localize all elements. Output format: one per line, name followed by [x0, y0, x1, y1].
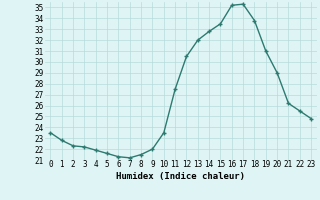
X-axis label: Humidex (Indice chaleur): Humidex (Indice chaleur): [116, 172, 245, 181]
